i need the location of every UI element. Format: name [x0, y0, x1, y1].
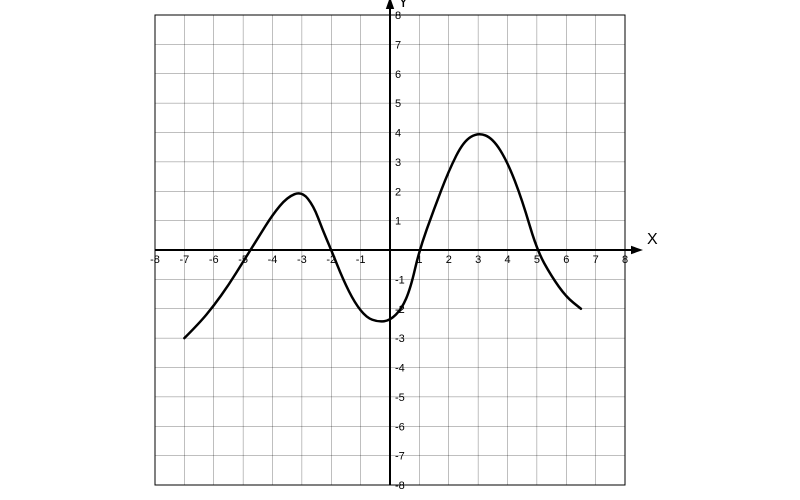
y-tick-label: 1	[395, 216, 401, 228]
function-curve	[184, 134, 581, 338]
x-tick-label: -7	[179, 254, 189, 266]
y-tick-label: 3	[395, 157, 401, 169]
y-tick-label: -6	[395, 421, 405, 433]
y-tick-label: 4	[395, 128, 401, 140]
y-tick-label: -4	[395, 363, 405, 375]
x-tick-label: -8	[150, 254, 160, 266]
y-tick-label: 7	[395, 39, 401, 51]
y-tick-label: -8	[395, 480, 405, 492]
y-tick-label: 8	[395, 10, 401, 22]
y-tick-label: -7	[395, 451, 405, 463]
coordinate-chart: -8-7-6-5-4-3-2-112345678-8-7-6-5-4-3-2-1…	[0, 0, 800, 500]
x-tick-label: 5	[534, 254, 540, 266]
x-tick-label: -6	[209, 254, 219, 266]
y-tick-label: -1	[395, 274, 405, 286]
y-tick-label: 2	[395, 186, 401, 198]
y-tick-label: -3	[395, 333, 405, 345]
x-tick-label: 2	[446, 254, 452, 266]
y-tick-label: -5	[395, 392, 405, 404]
y-tick-label: 5	[395, 98, 401, 110]
x-tick-label: 6	[563, 254, 569, 266]
y-axis-label: Y	[398, 0, 409, 11]
chart-container: -8-7-6-5-4-3-2-112345678-8-7-6-5-4-3-2-1…	[0, 0, 800, 500]
y-tick-label: 6	[395, 69, 401, 81]
x-tick-label: -1	[356, 254, 366, 266]
x-tick-label: 3	[475, 254, 481, 266]
x-axis-label: X	[647, 231, 658, 248]
x-tick-label: 7	[593, 254, 599, 266]
x-tick-label: -4	[268, 254, 278, 266]
x-tick-label: 8	[622, 254, 628, 266]
x-tick-label: -3	[297, 254, 307, 266]
x-tick-label: 4	[504, 254, 510, 266]
